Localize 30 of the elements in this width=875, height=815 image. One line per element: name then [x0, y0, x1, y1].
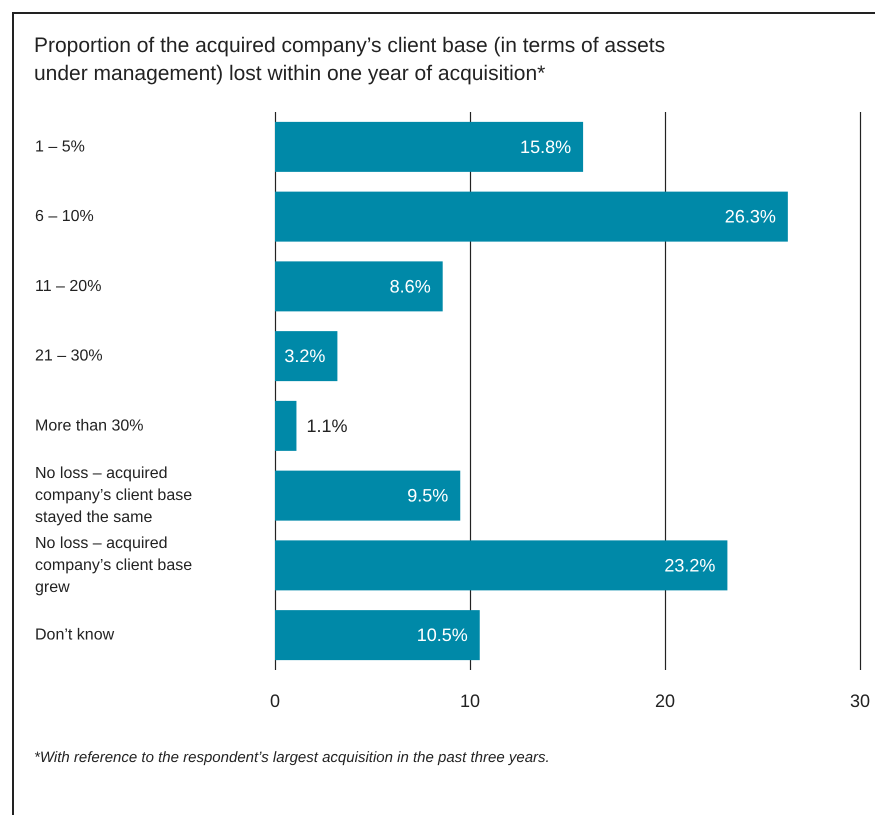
data-label: 1.1%: [306, 416, 348, 436]
bar: [275, 400, 296, 451]
x-tick-label: 0: [270, 691, 280, 711]
y-tick-label: 1 – 5%: [35, 138, 85, 156]
bar: [275, 192, 788, 242]
y-tick-label: No loss – acquired company’s client base stayed the same: [35, 465, 197, 526]
data-label: 23.2%: [664, 555, 716, 576]
data-label: 26.3%: [724, 206, 776, 227]
y-tick-label: 11 – 20%: [35, 278, 102, 295]
data-label: 9.5%: [407, 486, 448, 506]
x-tick-label: 30: [850, 691, 870, 711]
data-label: 3.2%: [284, 346, 326, 366]
y-tick-label: 21 – 30%: [35, 348, 103, 365]
y-tick-label: Don’t know: [35, 626, 115, 644]
chart-title: Proportion of the acquired company’s client base (in terms of assets under management) lost within one year of acquisition*: [34, 33, 666, 87]
bar: [275, 122, 584, 172]
y-tick-label: More than 30%: [35, 417, 144, 434]
bar: [275, 261, 443, 312]
y-tick-label: No loss – acquired company’s client base grew: [35, 534, 197, 596]
bar: [275, 610, 480, 660]
text: *With reference to the respondent’s largest acquisition in the past three years.: [34, 749, 550, 766]
data-label: 8.6%: [390, 276, 431, 296]
data-label: 15.8%: [520, 136, 572, 157]
y-tick-label: 6 – 10%: [35, 208, 94, 226]
bar: [275, 331, 338, 382]
bar: [275, 470, 460, 521]
bar: [275, 540, 728, 590]
data-label: 10.5%: [416, 625, 468, 646]
x-tick-label: 20: [654, 691, 676, 711]
x-tick-label: 10: [460, 691, 480, 711]
